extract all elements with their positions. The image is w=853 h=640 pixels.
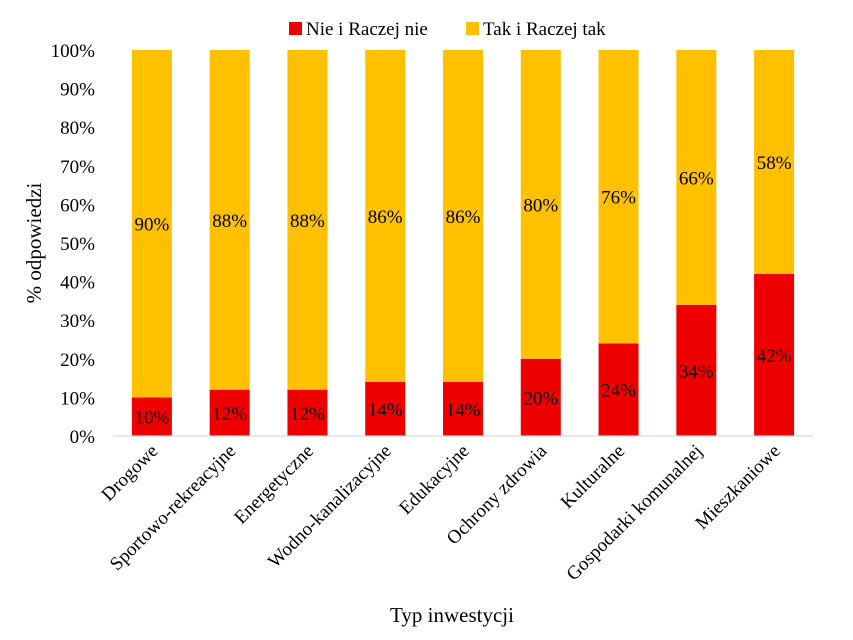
x-category-label: Gospodarki komunalnej (563, 441, 707, 585)
y-tick-label: 0% (70, 427, 96, 448)
x-category-label: Kulturalne (557, 441, 629, 513)
bar-segment-tak (754, 50, 795, 274)
bar-segment-tak (676, 50, 717, 305)
bar-segment-nie (365, 381, 406, 436)
bar-segment-tak (520, 50, 561, 359)
data-label: 34% (679, 361, 714, 382)
bar-segment-nie (754, 273, 795, 436)
data-label: 12% (290, 404, 325, 425)
bar-segment-tak (131, 50, 172, 398)
data-label: 58% (757, 153, 792, 174)
legend: Nie i Raczej nie Tak i Raczej tak (289, 19, 606, 40)
x-category-label: Edukacyjne (395, 441, 473, 519)
data-label: 86% (368, 207, 403, 228)
data-label: 88% (290, 211, 325, 232)
data-label: 86% (446, 207, 481, 228)
data-labels: 10% 90% 12% 88% 12% 88% 14% 86% 14% 86% 20% 80% 24% 7… (134, 153, 791, 429)
data-label: 88% (212, 211, 247, 232)
y-tick-label: 30% (60, 311, 95, 332)
data-label: 90% (134, 215, 169, 236)
legend-label-nie: Nie i Raczej nie (306, 19, 428, 40)
bars (131, 50, 795, 436)
data-label: 76% (601, 188, 636, 209)
y-tick-label: 20% (60, 350, 95, 371)
y-tick-label: 10% (60, 388, 95, 409)
bar-segment-nie (520, 358, 561, 436)
legend-swatch-nie (289, 22, 302, 35)
data-label: 10% (134, 408, 169, 429)
data-label: 42% (757, 346, 792, 367)
data-label: 80% (523, 195, 558, 216)
y-tick-label: 70% (60, 157, 95, 178)
bar-segment-nie (209, 389, 250, 436)
data-label: 24% (601, 381, 636, 402)
legend-label-tak: Tak i Raczej tak (483, 19, 606, 40)
bar-segment-nie (131, 397, 172, 436)
y-tick-label: 90% (60, 80, 95, 101)
data-label: 66% (679, 168, 714, 189)
bar-segment-tak (443, 50, 483, 382)
y-tick-label: 80% (60, 118, 95, 139)
bar-segment-nie (287, 389, 328, 436)
y-tick-label: 100% (51, 41, 96, 62)
x-axis-title: Typ inwestycji (390, 603, 514, 627)
x-axis-category-labels: DrogoweSportowo-rekreacyjneEnergetyczneW… (98, 440, 785, 585)
y-tick-label: 40% (60, 273, 95, 294)
data-label: 20% (523, 388, 558, 409)
data-label: 14% (368, 400, 403, 421)
bar-segment-nie (676, 304, 717, 436)
bar-segment-tak (209, 50, 250, 390)
bar-segment-nie (598, 343, 639, 436)
x-category-label: Energetyczne (230, 441, 318, 529)
legend-swatch-tak (466, 22, 479, 35)
x-category-label: Drogowe (98, 441, 163, 506)
data-label: 12% (212, 404, 247, 425)
bar-segment-tak (365, 50, 406, 382)
bar-segment-nie (443, 381, 483, 436)
y-tick-label: 50% (60, 234, 95, 255)
bar-segment-tak (287, 50, 328, 390)
y-axis-ticks: 0% 10% 20% 30% 40% 50% 60% 70% 80% 90% 100% (51, 41, 96, 448)
y-axis-title: % odpowiedzi (22, 182, 46, 303)
y-tick-label: 60% (60, 195, 95, 216)
data-label: 14% (446, 400, 481, 421)
bar-segment-tak (598, 50, 639, 344)
